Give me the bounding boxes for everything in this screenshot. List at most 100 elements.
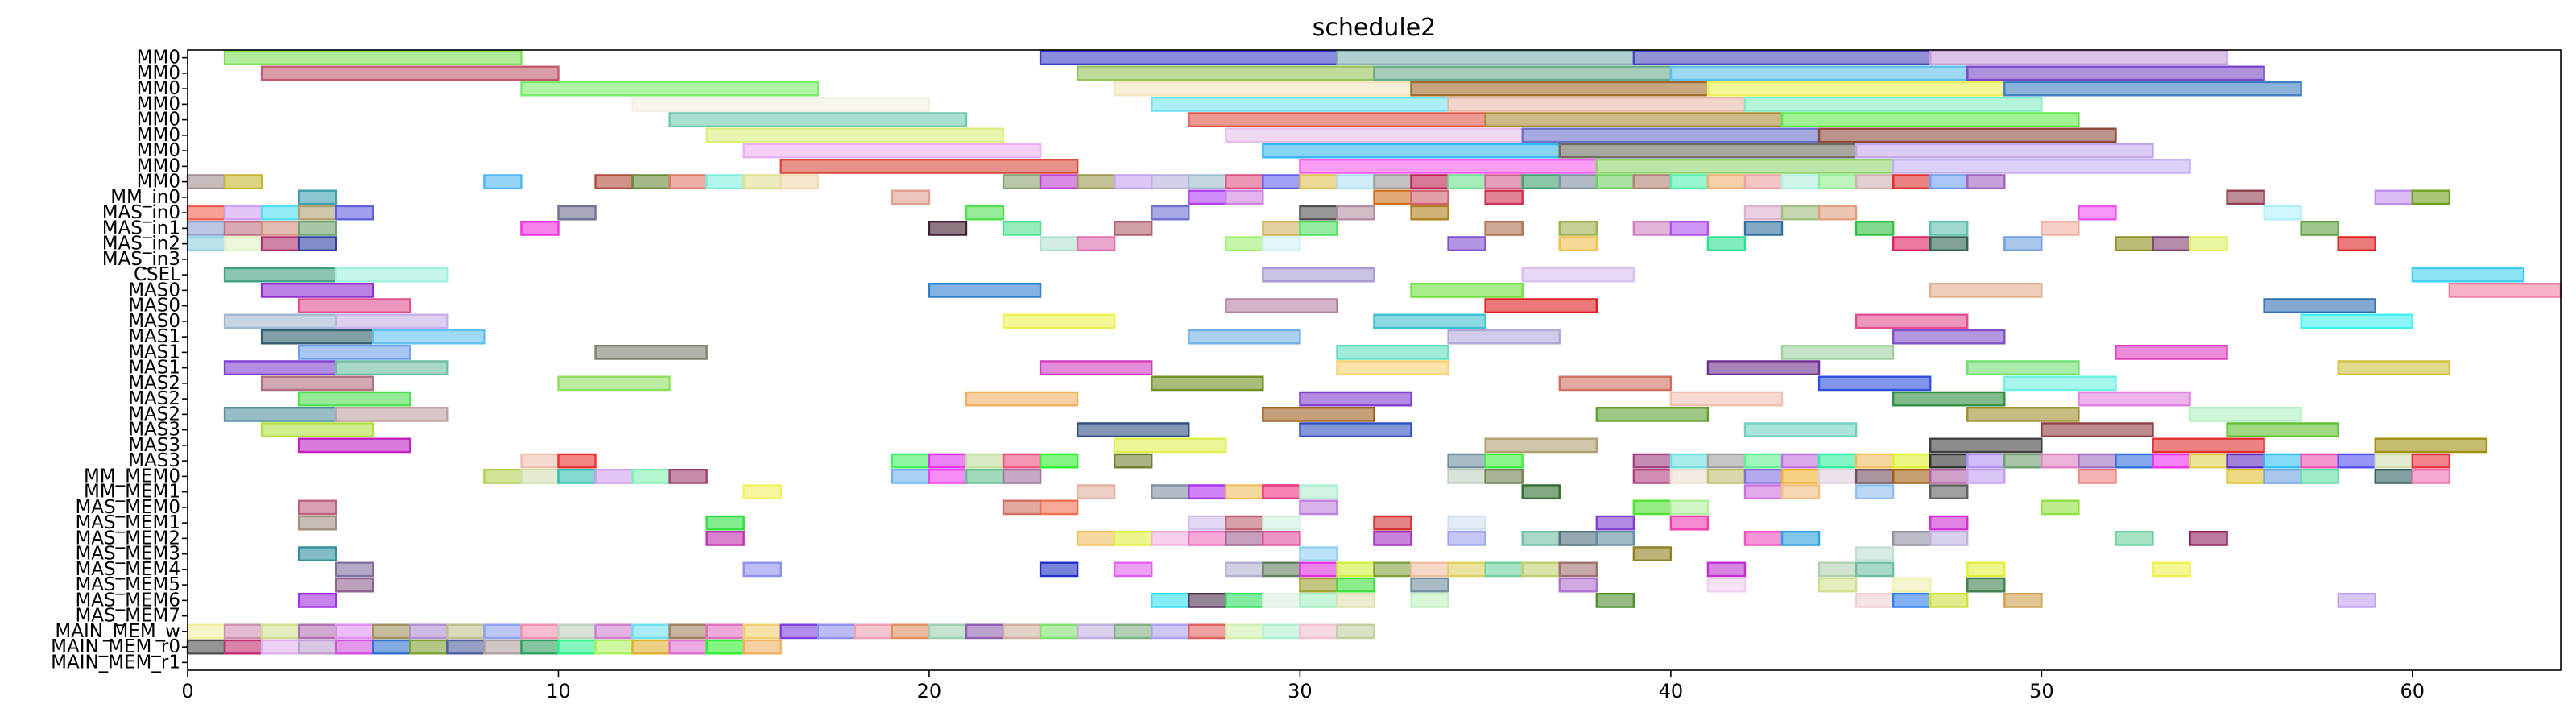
gantt-bar [1188,515,1227,531]
gantt-bar [1225,515,1264,531]
gantt-bar [1484,298,1598,314]
gantt-bar [1225,530,1264,546]
gantt-bar [2411,267,2525,283]
gantt-bar [1892,158,2191,174]
gantt-bar [2003,453,2043,469]
gantt-bar [260,236,300,252]
gantt-bar [1151,624,1190,640]
gantt-bar [1373,515,1412,531]
gantt-bar [186,624,226,640]
gantt-bar [705,515,745,531]
gantt-bar [557,453,597,469]
gantt-bar [297,515,337,531]
gantt-bar [297,298,411,314]
gantt-bar [1632,546,1673,562]
gantt-bar [520,624,560,640]
gantt-bar [557,468,597,484]
gantt-bar [1743,484,1784,500]
gantt-bar [1558,236,1598,252]
gantt-bar [1299,205,1338,221]
gantt-bar [1706,577,1747,593]
gantt-bar [2374,468,2414,484]
gantt-bar [1410,81,1710,97]
gantt-bar [1113,437,1227,454]
gantt-bar [483,468,523,484]
y-tick-label: MAS2 [128,404,180,425]
gantt-bar [1780,484,1821,500]
gantt-bar [891,189,931,205]
gantt-bar [1151,205,1190,221]
gantt-bar [1225,174,1264,190]
gantt-bar [334,561,374,578]
gantt-bar [1669,220,1710,236]
gantt-bar [2300,220,2339,236]
gantt-bar [631,624,671,640]
x-tick-label: 10 [546,680,571,702]
y-tick-label: MAIN_MEM_r1 [51,652,180,673]
gantt-bar [2189,453,2228,469]
gantt-bar [1521,484,1561,500]
gantt-bar [1854,546,1895,562]
gantt-bar [1002,313,1116,329]
gantt-bar [1632,453,1673,469]
gantt-bar [742,639,782,655]
gantt-bar [260,65,560,81]
gantt-bar [1151,96,1449,112]
gantt-bar [1410,577,1449,593]
gantt-bar [2041,220,2080,236]
gantt-bar [1299,174,1338,190]
gantt-bar [483,174,523,190]
y-tick-label: MAS_MEM4 [75,559,180,580]
gantt-bar [1706,81,2006,97]
gantt-bar [1854,484,1895,500]
gantt-bar [1595,158,1895,174]
gantt-bar [1299,561,1338,578]
gantt-bar [297,220,337,236]
gantt-bar [1336,50,1635,66]
gantt-bar [928,624,968,640]
gantt-bar [1521,530,1561,546]
y-tick-label: MAS_MEM7 [75,606,180,627]
y-tick-label: MAS1 [128,358,180,379]
gantt-bar [1447,530,1486,546]
gantt-bar [2374,437,2488,454]
gantt-bar [446,639,486,655]
gantt-bar [409,639,449,655]
y-axis: MM0MM0MM0MM0MM0MM0MM0MM0MM0MM_in0MAS_in0… [51,48,188,673]
gantt-bar [557,205,597,221]
gantt-bar [1558,143,1858,159]
y-tick-label: MM_in0 [110,187,180,208]
gantt-bar [2152,561,2191,578]
gantt-bar [1299,220,1338,236]
gantt-bar [1262,236,1301,252]
gantt-bar [1854,453,1895,469]
gantt-bar [1743,453,1784,469]
gantt-bar [2226,453,2265,469]
y-tick-label: MAIN_MEM_r0 [51,636,180,657]
gantt-bar [483,639,523,655]
gantt-bar [1892,329,2006,345]
gantt-bar [2115,236,2154,252]
gantt-bar [1484,112,1784,128]
x-tick-label: 60 [2400,680,2425,702]
gantt-bar [557,375,671,392]
gantt-bar [1892,577,1932,593]
gantt-bar [2337,236,2376,252]
gantt-bar [2226,422,2339,438]
gantt-bar [1706,360,1821,376]
gantt-bar [223,236,263,252]
gantt-bar [520,81,819,97]
gantt-bar [1632,174,1673,190]
gantt-bar [1929,468,1969,484]
gantt-bar [1262,267,1375,283]
gantt-bar [223,174,263,190]
gantt-bar [2448,282,2562,298]
gantt-bar [1336,624,1375,640]
gantt-bar [2411,453,2451,469]
y-tick-label: MAS2 [128,373,180,394]
gantt-bar [2041,453,2080,469]
gantt-bar [1817,453,1858,469]
gantt-bar [891,624,931,640]
gantt-bar [446,624,486,640]
gantt-bar [260,220,300,236]
